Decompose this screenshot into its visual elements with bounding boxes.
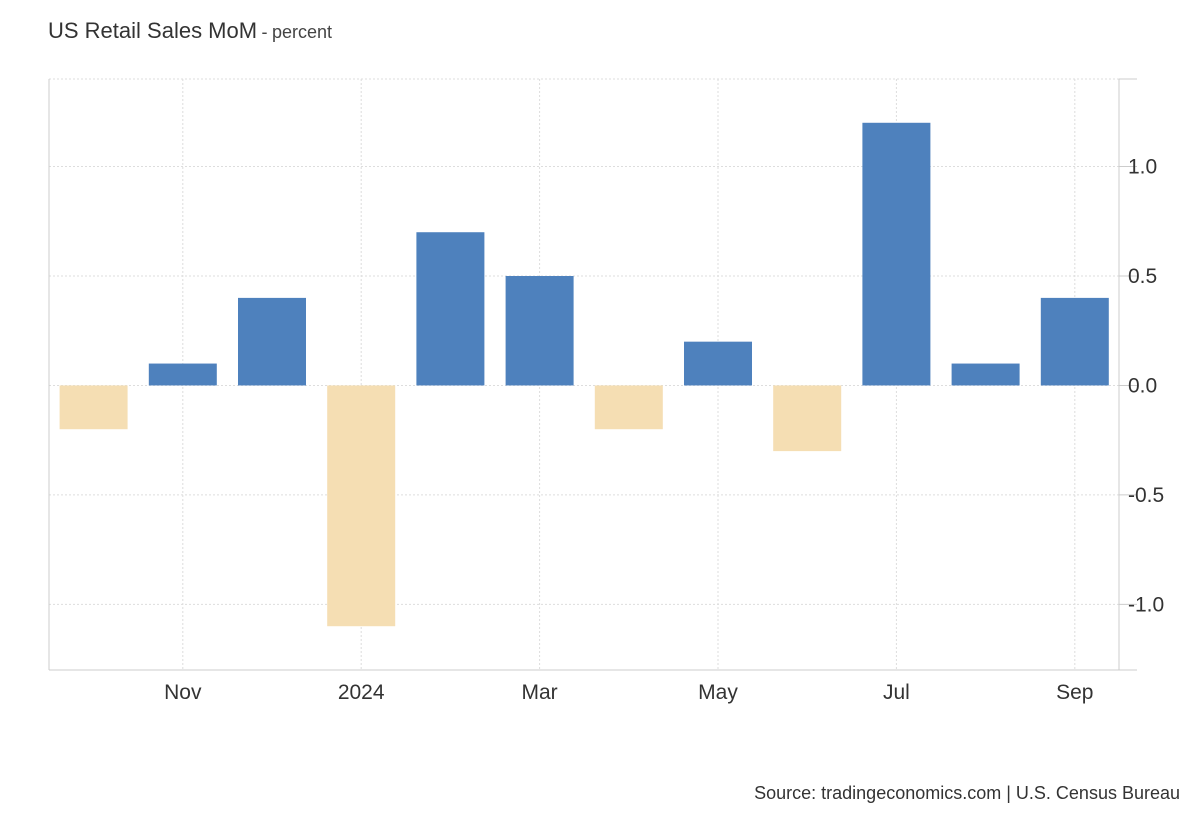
bar-2023-12[interactable] [238,297,306,386]
bar-2024-06[interactable] [773,385,842,452]
bars [59,122,1109,627]
title-separator: - [261,22,268,42]
bar-2023-11[interactable] [148,363,217,386]
chart-title: US Retail Sales MoM - percent [48,18,332,44]
tick-labels: 1.0 0.5 0.0 -0.5 -1.0 Nov 2024 Mar May Jul Sep [164,156,1164,704]
chart-unit: percent [271,22,333,42]
bar-2024-04[interactable] [594,385,663,430]
bar-2024-02[interactable] [416,232,485,386]
bar-2024-03[interactable] [505,276,574,386]
bar-2023-10[interactable] [59,385,128,430]
chart-title-text: US Retail Sales MoM [48,18,258,43]
bar-2024-09[interactable] [1040,297,1109,386]
bar-2024-07[interactable] [862,122,931,386]
y-tick-label: 0.5 [1128,265,1157,288]
x-tick-label: Jul [883,681,910,704]
source-attribution: Source: tradingeconomics.com | U.S. Cens… [754,783,1180,803]
y-tick-label: 1.0 [1128,156,1157,179]
bar-2024-08[interactable] [951,363,1020,386]
x-tick-label: Mar [522,681,558,704]
x-tick-label: Sep [1056,681,1093,704]
y-tick-label: -0.5 [1128,484,1164,507]
bar-2024-05[interactable] [684,341,752,386]
y-tick-label: -1.0 [1128,593,1164,616]
x-tick-label: 2024 [338,681,385,704]
y-tick-label: 0.0 [1128,374,1157,397]
x-tick-label: Nov [164,681,202,704]
bar-2024-01[interactable] [327,385,396,627]
x-tick-label: May [698,681,738,704]
axes [48,78,1137,671]
